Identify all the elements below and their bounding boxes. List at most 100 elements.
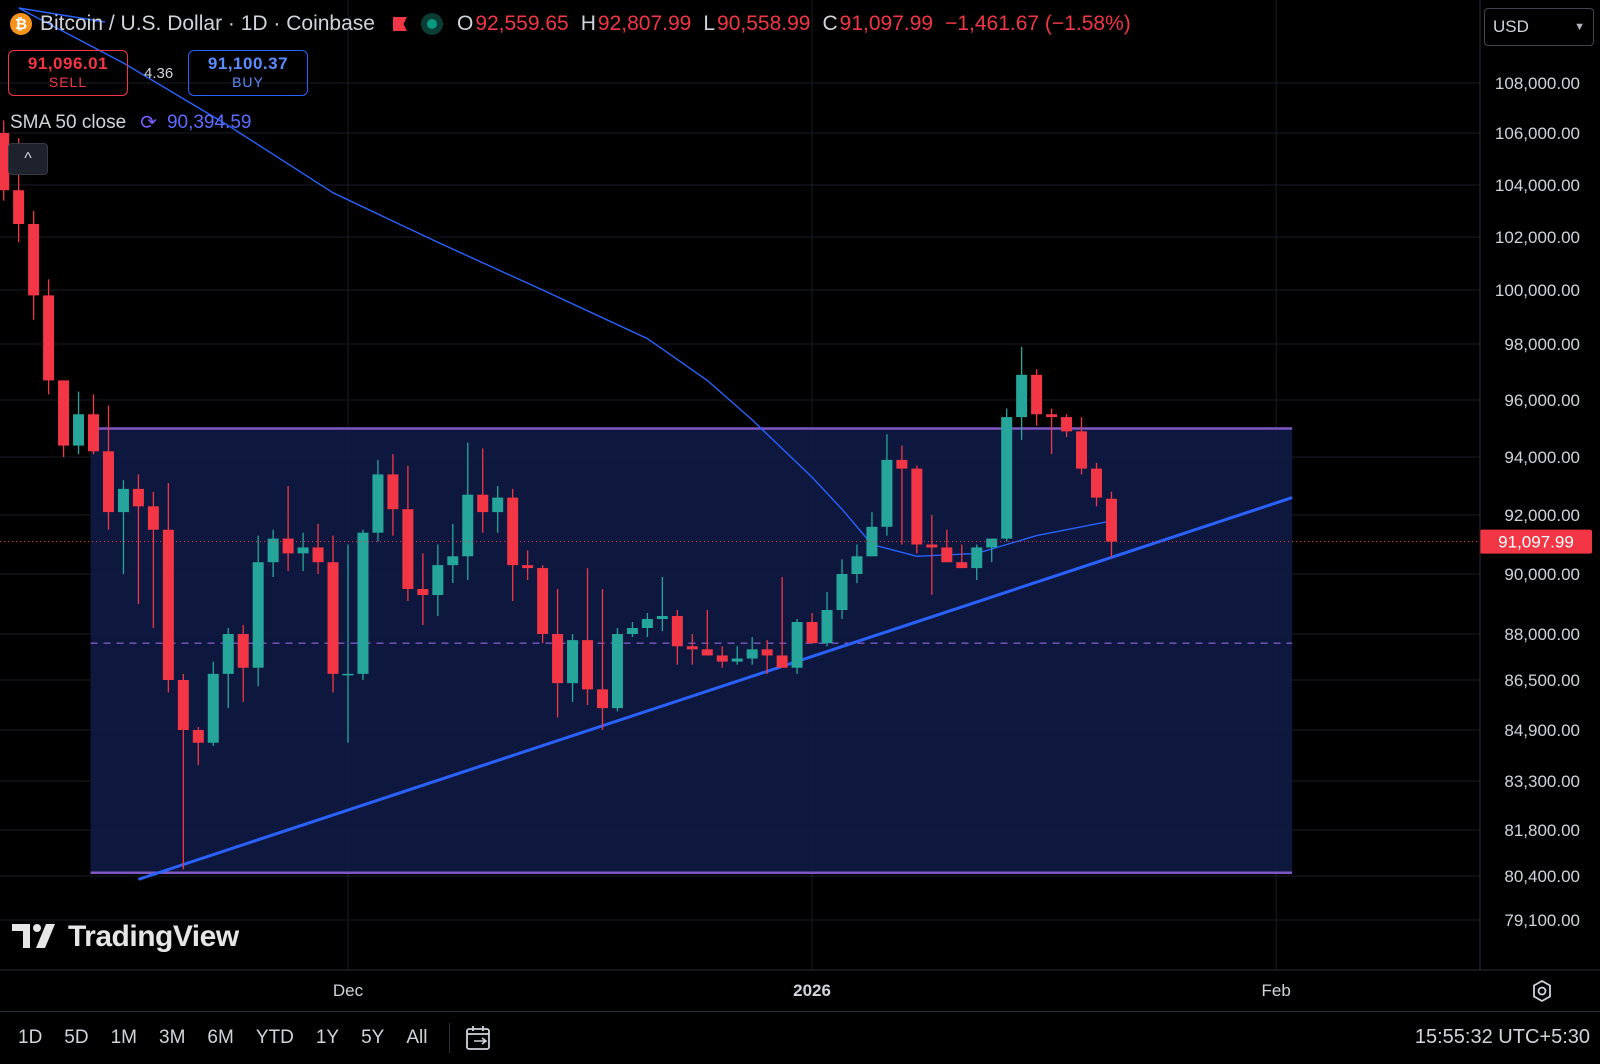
candle-body (641, 619, 653, 628)
gear-icon[interactable] (1530, 979, 1554, 1003)
candle (222, 628, 234, 709)
bitcoin-icon: ₿ (10, 13, 32, 35)
candle-body (656, 616, 668, 619)
candle-body (387, 474, 399, 510)
candle-body (43, 295, 55, 381)
candle (327, 535, 339, 693)
candle (447, 523, 459, 583)
low-value: 90,558.99 (717, 12, 811, 35)
indicator-legend[interactable]: SMA 50 close ⟳ 90,394.59 (10, 110, 251, 135)
sell-label: SELL (48, 74, 88, 90)
candle-body (372, 474, 384, 533)
candle (132, 474, 144, 604)
candle (312, 523, 324, 574)
candle (1105, 491, 1117, 558)
candle (402, 465, 414, 601)
candle-body (177, 680, 189, 730)
candle-body (1016, 374, 1028, 418)
candle (1061, 414, 1073, 438)
candle (956, 544, 968, 569)
candle (926, 515, 938, 595)
candle (147, 491, 159, 628)
candle-body (881, 459, 893, 527)
candle (806, 613, 818, 644)
candle (941, 529, 953, 563)
candle-body (1076, 431, 1088, 469)
candle-body (147, 506, 159, 530)
candle (267, 529, 279, 577)
candle (776, 577, 788, 668)
refresh-icon[interactable]: ⟳ (140, 112, 157, 134)
last-price-label: 91,097.99 (1498, 533, 1574, 552)
range-all[interactable]: All (406, 1027, 428, 1048)
candle-body (462, 494, 474, 557)
candle (432, 544, 444, 616)
candle-body (611, 634, 623, 709)
collapse-legend-button[interactable]: ^ (8, 143, 48, 175)
candle-body (971, 547, 983, 569)
candle (477, 448, 489, 533)
calendar-icon[interactable] (464, 1023, 494, 1053)
price-tick-label: 106,000.00 (1495, 124, 1580, 143)
symbol-title[interactable]: Bitcoin / U.S. Dollar · 1D · Coinbase (40, 12, 375, 35)
candle (1016, 346, 1028, 440)
candle-body (102, 451, 114, 513)
candle-body (192, 730, 204, 743)
range-3m[interactable]: 3M (159, 1027, 186, 1048)
candle-body (1031, 374, 1043, 415)
flag-icon[interactable] (392, 17, 407, 31)
candle-body (821, 610, 833, 644)
range-1d[interactable]: 1D (18, 1027, 43, 1048)
candle (866, 512, 878, 557)
currency-select[interactable]: USD ▼ (1484, 8, 1594, 46)
candle (626, 622, 638, 638)
candle-body (342, 673, 354, 676)
time-scale[interactable]: Dec 2026 Feb (333, 981, 1291, 1000)
candle (911, 465, 923, 554)
candle-body (1001, 417, 1013, 539)
candle (492, 486, 504, 533)
candle (761, 640, 773, 674)
candle-body (28, 224, 40, 296)
candle (58, 380, 70, 457)
candle-body (297, 547, 309, 554)
candles (0, 120, 1117, 870)
range-box (90, 427, 1293, 874)
candle (417, 553, 429, 625)
candle-body (312, 547, 324, 563)
sell-button[interactable]: 91,096.01 SELL (8, 50, 128, 96)
price-tick-label: 83,300.00 (1504, 772, 1580, 791)
candle (567, 634, 579, 702)
range-5d[interactable]: 5D (64, 1027, 89, 1048)
range-1m[interactable]: 1M (110, 1027, 137, 1048)
buy-button[interactable]: 91,100.37 BUY (188, 50, 308, 96)
range-ytd[interactable]: YTD (255, 1027, 294, 1048)
range-6m[interactable]: 6M (207, 1027, 234, 1048)
candle-body (252, 562, 264, 668)
price-tick-label: 90,000.00 (1504, 565, 1580, 584)
candle (237, 625, 249, 702)
range-5y[interactable]: 5Y (361, 1027, 385, 1048)
candle (297, 532, 309, 572)
price-tick-label: 88,000.00 (1504, 625, 1580, 644)
candle-body (686, 646, 698, 650)
candle-body (402, 509, 414, 589)
candle-body (447, 556, 459, 566)
candle-body (58, 380, 70, 446)
candle-body (357, 532, 369, 674)
time-tick-label: Dec (333, 981, 364, 1000)
price-tick-label: 80,400.00 (1504, 867, 1580, 886)
clock[interactable]: 15:55:32 UTC+5:30 (1414, 1026, 1590, 1048)
candle (462, 442, 474, 580)
range-1y[interactable]: 1Y (315, 1027, 340, 1048)
market-status-icon[interactable] (420, 13, 443, 35)
candle (537, 565, 549, 644)
tradingview-watermark[interactable]: TradingView (12, 920, 239, 954)
indicator-value: 90,394.59 (166, 111, 252, 133)
toolbar-divider (449, 1023, 451, 1053)
range-box-fill (90, 428, 1293, 873)
candle-body (986, 538, 998, 548)
open-value: 92,559.65 (475, 12, 569, 35)
price-scale[interactable]: 108,000.00 106,000.00 104,000.00 102,000.00… (1495, 74, 1580, 930)
